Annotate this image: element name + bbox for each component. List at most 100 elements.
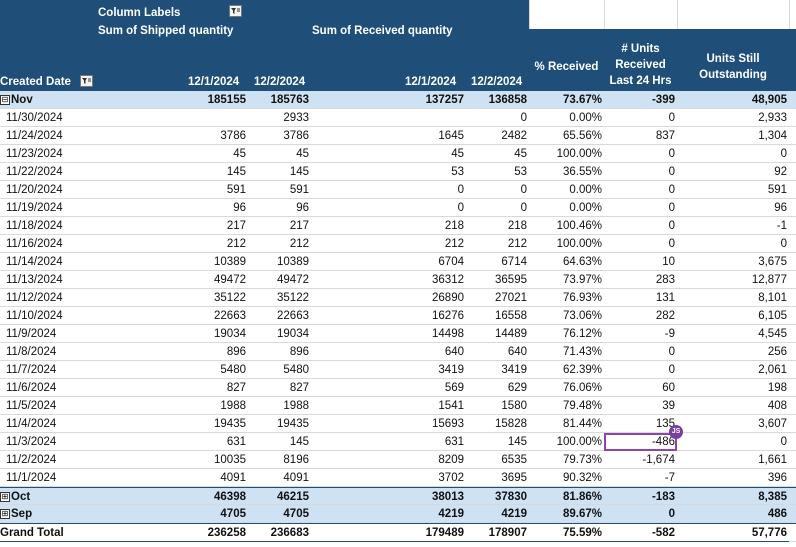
expand-icon[interactable]: ⊞: [0, 508, 10, 519]
created-date-cell: 11/24/2024: [6, 130, 63, 142]
table-row[interactable]: 11/12/2024 35122 35122 26890 27021 76.93% 131 8…: [0, 289, 796, 307]
units-24h: 0: [668, 148, 675, 160]
table-row[interactable]: 11/19/2024 96 96 0 0 0.00% 0 96: [0, 199, 796, 217]
shipped-d2: 3786: [283, 130, 309, 142]
shipped-d1: 19435: [214, 418, 246, 430]
units-24h: -9: [664, 328, 675, 340]
received-d2: 36595: [495, 274, 527, 286]
received-d1: 1541: [438, 400, 464, 412]
created-date-cell: 11/3/2024: [6, 436, 57, 448]
table-row[interactable]: 11/5/2024 1988 1988 1541 1580 79.48% 39 408: [0, 397, 796, 415]
created-date-cell: 11/18/2024: [6, 220, 63, 232]
shipped-d2: 1988: [283, 400, 309, 412]
created-date-cell: 11/16/2024: [6, 238, 63, 250]
group-label: ⊞ Oct: [0, 488, 95, 506]
table-row[interactable]: 11/2/2024 10035 8196 8209 6535 79.73% -1,674 1,…: [0, 451, 796, 469]
units-24h: 0: [668, 184, 675, 196]
units-outstanding: 96: [774, 202, 787, 214]
units-outstanding: 591: [767, 184, 787, 196]
received-d1: 36312: [432, 274, 464, 286]
pct-received: 100.00%: [556, 436, 602, 448]
created-date-cell: 11/14/2024: [6, 256, 63, 268]
units-24h: -1,674: [642, 454, 675, 466]
table-row[interactable]: 11/13/2024 49472 49472 36312 36595 73.97% 283 1…: [0, 271, 796, 289]
table-row[interactable]: 11/7/2024 5480 5480 3419 3419 62.39% 0 2,061: [0, 361, 796, 379]
table-row[interactable]: 11/4/2024 19435 19435 15693 15828 81.44% 135 3,…: [0, 415, 796, 433]
grand-total-row[interactable]: Grand Total 236258 236683 179489 178907 …: [0, 523, 796, 542]
table-row[interactable]: 11/24/2024 3786 3786 1645 2482 65.56% 837 1,304: [0, 127, 796, 145]
sum-shipped-header: Sum of Shipped quantity: [98, 25, 234, 37]
table-row[interactable]: 11/9/2024 19034 19034 14498 14489 76.12% -9 4,5…: [0, 325, 796, 343]
table-row[interactable]: 11/18/2024 217 217 218 218 100.46% 0 -1: [0, 217, 796, 235]
group-row-sep[interactable]: ⊞ Sep 4705 4705 4219 4219 89.67% 0 486: [0, 505, 796, 523]
expand-icon[interactable]: ⊞: [0, 491, 10, 502]
shipped-d1: 35122: [214, 292, 246, 304]
units-outstanding: 3,607: [758, 418, 787, 430]
table-row[interactable]: 11/1/2024 4091 4091 3702 3695 90.32% -7 396: [0, 469, 796, 487]
received-d2: 218: [507, 220, 527, 232]
received-d1: 0: [457, 184, 464, 196]
received-d1: 14498: [432, 328, 464, 340]
received-d2: 16558: [495, 310, 527, 322]
created-date-cell: 11/19/2024: [6, 202, 63, 214]
received-d2: 4219: [501, 508, 527, 520]
table-row[interactable]: 11/10/2024 22663 22663 16276 16558 73.06% 282 6…: [0, 307, 796, 325]
created-date-cell: 11/7/2024: [6, 364, 57, 376]
units-outstanding-header: Units Still Outstanding: [699, 53, 767, 81]
units-outstanding: 0: [780, 436, 787, 448]
received-d1: 0: [457, 202, 464, 214]
table-row[interactable]: 11/6/2024 827 827 569 629 76.06% 60 198: [0, 379, 796, 397]
table-row[interactable]: 11/16/2024 212 212 212 212 100.00% 0 0: [0, 235, 796, 253]
shipped-d1: 4705: [220, 508, 246, 520]
created-date-cell: 11/22/2024: [6, 166, 63, 178]
shipped-d2: 2933: [283, 112, 309, 124]
shipped-d2: 827: [289, 382, 309, 394]
group-row-oct[interactable]: ⊞ Oct 46398 46215 38013 37830 81.86% -183…: [0, 487, 796, 505]
shipped-d2: 35122: [277, 292, 309, 304]
column-labels-filter-button[interactable]: [229, 5, 242, 17]
shipped-d1: 631: [226, 436, 246, 448]
shipped-d1: 3786: [220, 130, 246, 142]
received-d2: 2482: [501, 130, 527, 142]
comment-avatar[interactable]: JS: [669, 425, 683, 439]
collapse-icon[interactable]: ⊟: [0, 94, 10, 105]
received-d2: 178907: [488, 527, 527, 539]
shipped-d2: 19435: [277, 418, 309, 430]
pct-received: 81.86%: [562, 491, 602, 503]
units-24h: 0: [668, 508, 675, 520]
received-d2: 15828: [495, 418, 527, 430]
received-d1: 38013: [432, 491, 464, 503]
shipped-d2: 896: [289, 346, 309, 358]
received-d1: 631: [444, 436, 464, 448]
received-d1: 3419: [438, 364, 464, 376]
pct-received: 100.00%: [556, 238, 602, 250]
pct-received: 100.46%: [556, 220, 602, 232]
grid-line: [604, 0, 605, 29]
pct-received: 73.67%: [562, 94, 602, 106]
ship-date-1-header: 12/1/2024: [188, 76, 240, 88]
filter-icon: [82, 78, 91, 84]
shipped-d2: 591: [289, 184, 309, 196]
table-row[interactable]: 11/22/2024 145 145 53 53 36.55% 0 92: [0, 163, 796, 181]
shipped-d1: 96: [233, 202, 246, 214]
grid-line: [789, 0, 790, 29]
table-row[interactable]: 11/23/2024 45 45 45 45 100.00% 0 0: [0, 145, 796, 163]
group-row-nov[interactable]: ⊟ Nov 185155 185763 137257 136858 73.67% …: [0, 91, 796, 109]
table-row[interactable]: 11/8/2024 896 896 640 640 71.43% 0 256: [0, 343, 796, 361]
pct-received: 89.67%: [562, 508, 602, 520]
units-outstanding: -1: [776, 220, 787, 232]
received-d1: 15693: [432, 418, 464, 430]
received-d1: 4219: [438, 508, 464, 520]
table-row[interactable]: 11/20/2024 591 591 0 0 0.00% 0 591: [0, 181, 796, 199]
shipped-d2: 49472: [277, 274, 309, 286]
created-date-filter-button[interactable]: [80, 75, 93, 87]
group-name: Nov: [11, 94, 33, 106]
units-outstanding: 92: [774, 166, 787, 178]
table-row[interactable]: 11/3/2024 631 145 631 145 100.00% -486 0: [0, 433, 796, 451]
table-row[interactable]: 11/30/2024 2933 0 0.00% 0 2,933: [0, 109, 796, 127]
units-24h: 0: [668, 202, 675, 214]
created-date-header: Created Date: [0, 76, 71, 88]
selected-cell[interactable]: [604, 433, 677, 451]
table-row[interactable]: 11/14/2024 10389 10389 6704 6714 64.63% 10 3,67…: [0, 253, 796, 271]
units-24h: 135: [655, 418, 675, 430]
